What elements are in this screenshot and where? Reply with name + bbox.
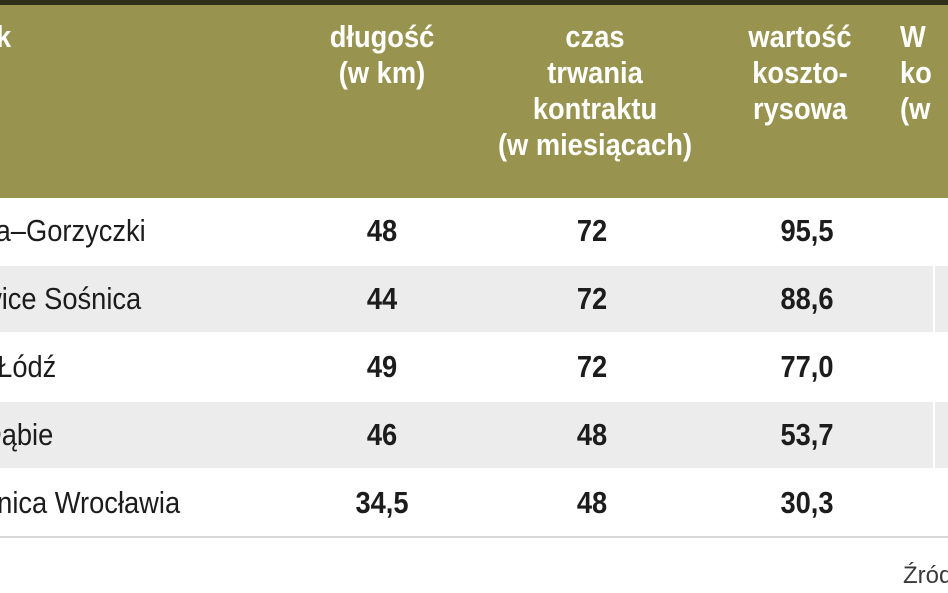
row-name: dnica Wrocławia xyxy=(0,485,181,520)
header-length: długość (w km) xyxy=(329,19,435,90)
row-extra: 3 xyxy=(939,266,948,332)
row-value: 77,0 xyxy=(780,349,834,384)
row-length: 44 xyxy=(366,281,398,316)
row-duration: 72 xyxy=(576,281,608,316)
row-duration: 48 xyxy=(576,485,608,520)
row-value: 53,7 xyxy=(780,417,834,452)
table-row: wice Sośnica 44 72 88,6 3 xyxy=(0,266,948,334)
row-value: 30,3 xyxy=(780,485,834,520)
row-length: 49 xyxy=(366,349,398,384)
row-length: 34,5 xyxy=(355,485,409,520)
row-name: ca–Gorzyczki xyxy=(0,213,146,248)
source-note: Źród xyxy=(903,562,948,589)
row-extra: 5 xyxy=(939,198,948,264)
table-header: k długość (w km) czas trwania kontraktu … xyxy=(0,5,948,198)
header-value: wartość koszto- rysowa xyxy=(748,19,852,126)
column-separator xyxy=(933,198,935,536)
table-row: dnica Wrocławia 34,5 48 30,3 3 xyxy=(0,470,948,538)
table-row: ca–Gorzyczki 48 72 95,5 5 xyxy=(0,198,948,266)
row-extra: 3 xyxy=(939,470,948,536)
row-duration: 48 xyxy=(576,417,608,452)
row-extra: 3 xyxy=(939,402,948,468)
row-name: –Łódź xyxy=(0,349,57,384)
row-name: wice Sośnica xyxy=(0,281,142,316)
row-length: 46 xyxy=(366,417,398,452)
header-route: k xyxy=(0,19,66,55)
row-duration: 72 xyxy=(576,213,608,248)
table-row: –Łódź 49 72 77,0 4 xyxy=(0,334,948,402)
table-row: Dąbie 46 48 53,7 3 xyxy=(0,402,948,470)
table-body: ca–Gorzyczki 48 72 95,5 5 wice Sośnica 4… xyxy=(0,198,948,538)
row-name: Dąbie xyxy=(0,417,54,452)
row-length: 48 xyxy=(366,213,398,248)
row-value: 88,6 xyxy=(780,281,834,316)
row-extra: 4 xyxy=(939,334,948,400)
header-extra: W ko (w xyxy=(900,19,932,126)
row-duration: 72 xyxy=(576,349,608,384)
row-value: 95,5 xyxy=(780,213,834,248)
header-duration: czas trwania kontraktu (w miesiącach) xyxy=(497,19,693,162)
top-rule xyxy=(0,0,948,5)
